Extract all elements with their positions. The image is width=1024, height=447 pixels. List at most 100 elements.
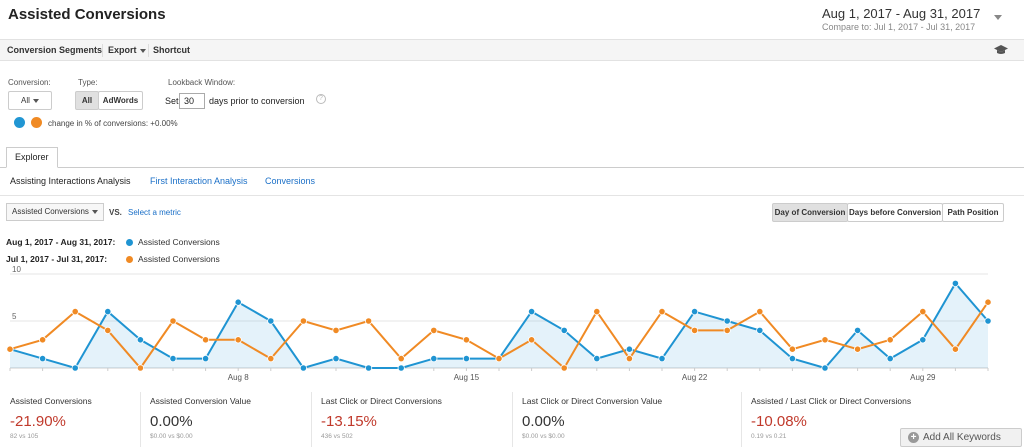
data-point-1 bbox=[462, 336, 470, 344]
date-range-picker[interactable]: Aug 1, 2017 - Aug 31, 2017 Compare to: J… bbox=[822, 6, 1002, 36]
legend-row-current: Aug 1, 2017 - Aug 31, 2017: Assisted Conv… bbox=[6, 237, 220, 247]
type-label: Type: bbox=[78, 78, 98, 87]
data-point-0 bbox=[332, 355, 340, 363]
days-before-conversion-button[interactable]: Days before Conversion bbox=[847, 203, 943, 222]
y-tick-label: 5 bbox=[12, 312, 17, 321]
data-point-0 bbox=[527, 307, 536, 316]
data-point-1 bbox=[723, 326, 731, 335]
data-point-0 bbox=[690, 307, 699, 316]
data-point-0 bbox=[234, 298, 242, 306]
data-point-1 bbox=[397, 355, 405, 363]
data-point-0 bbox=[38, 355, 47, 363]
data-point-1 bbox=[169, 317, 177, 325]
data-point-1 bbox=[202, 336, 210, 344]
data-point-0 bbox=[104, 307, 112, 316]
data-point-0 bbox=[71, 364, 79, 372]
pie-chart-icon[interactable] bbox=[14, 117, 25, 128]
pie-chart-icon-compare[interactable] bbox=[31, 117, 42, 128]
data-point-0 bbox=[560, 326, 568, 335]
export-button[interactable]: Export bbox=[108, 45, 146, 55]
compare-range: Compare to: Jul 1, 2017 - Jul 31, 2017 bbox=[822, 22, 976, 32]
data-point-1 bbox=[919, 307, 927, 316]
type-all-button[interactable]: All bbox=[75, 91, 99, 110]
metric-assisted-ratio: Assisted / Last Click or Direct Conversi… bbox=[751, 396, 912, 440]
data-point-0 bbox=[723, 317, 731, 325]
chevron-down-icon bbox=[139, 48, 146, 53]
chevron-down-icon bbox=[994, 15, 1002, 20]
path-position-button[interactable]: Path Position bbox=[942, 203, 1004, 222]
data-point-1 bbox=[430, 326, 438, 335]
x-tick-label: Aug 22 bbox=[682, 373, 708, 382]
page-title: Assisted Conversions bbox=[8, 6, 166, 23]
data-point-1 bbox=[364, 317, 373, 325]
x-tick-label: Aug 8 bbox=[228, 373, 249, 382]
data-point-1 bbox=[560, 364, 568, 372]
subtab-conversions[interactable]: Conversions bbox=[265, 176, 316, 186]
data-point-0 bbox=[299, 364, 307, 372]
data-point-0 bbox=[462, 355, 470, 363]
shortcut-button[interactable]: Shortcut bbox=[153, 45, 190, 55]
graduation-cap-icon[interactable] bbox=[994, 44, 1008, 56]
data-point-0 bbox=[984, 317, 992, 325]
set-label: Set bbox=[165, 96, 179, 106]
data-point-1 bbox=[984, 298, 992, 306]
help-icon[interactable]: ? bbox=[316, 94, 326, 104]
data-point-0 bbox=[756, 326, 764, 335]
day-of-conversion-button[interactable]: Day of Conversion bbox=[772, 203, 848, 222]
select-metric-link[interactable]: Select a metric bbox=[128, 208, 181, 217]
x-tick-label: Aug 29 bbox=[910, 373, 936, 382]
metric-last-click-conversion-value: Last Click or Direct Conversion Value 0.0… bbox=[522, 396, 663, 440]
y-tick-label: 10 bbox=[12, 266, 21, 274]
data-point-0 bbox=[430, 355, 438, 363]
data-point-0 bbox=[593, 355, 601, 363]
vs-label: VS. bbox=[109, 208, 122, 217]
type-adwords-button[interactable]: AdWords bbox=[98, 91, 143, 110]
legend-dot bbox=[126, 239, 133, 247]
change-text: change in % of conversions: +0.00% bbox=[48, 119, 178, 128]
metric-assisted-conversions: Assisted Conversions -21.90% 82 vs 105 bbox=[10, 396, 92, 440]
plus-icon: + bbox=[908, 432, 919, 443]
metric-last-click-conversions: Last Click or Direct Conversions -13.15% 4… bbox=[321, 396, 442, 440]
subtab-first-interaction[interactable]: First Interaction Analysis bbox=[150, 176, 248, 186]
conversion-select[interactable]: All bbox=[8, 91, 52, 110]
report-toolbar: Conversion Segments Export Shortcut bbox=[0, 39, 1024, 61]
data-point-1 bbox=[234, 336, 242, 344]
data-point-0 bbox=[169, 355, 177, 363]
data-point-0 bbox=[951, 279, 960, 287]
data-point-1 bbox=[821, 336, 829, 344]
legend-dot bbox=[126, 256, 133, 264]
data-point-1 bbox=[38, 336, 47, 344]
data-point-1 bbox=[299, 317, 307, 325]
lookback-days-input[interactable]: 30 bbox=[179, 93, 205, 109]
data-point-0 bbox=[886, 355, 894, 363]
data-point-1 bbox=[593, 307, 601, 316]
line-chart: 5 10 Aug 8 Aug 15 Aug 22 Aug 29 bbox=[6, 266, 992, 382]
legend-row-compare: Jul 1, 2017 - Jul 31, 2017: Assisted Conv… bbox=[6, 254, 220, 264]
data-point-1 bbox=[658, 307, 666, 316]
data-point-1 bbox=[136, 364, 144, 372]
data-point-1 bbox=[951, 345, 960, 353]
metric-assisted-conversion-value: Assisted Conversion Value 0.00% $0.00 vs $… bbox=[150, 396, 251, 440]
subtab-assisting-interactions[interactable]: Assisting Interactions Analysis bbox=[10, 176, 131, 186]
lookback-label: Lookback Window: bbox=[168, 78, 236, 87]
chevron-down-icon bbox=[32, 98, 39, 103]
series-area bbox=[10, 283, 988, 368]
data-point-1 bbox=[6, 345, 14, 353]
conversion-segments-button[interactable]: Conversion Segments bbox=[7, 45, 103, 55]
add-all-keywords-button[interactable]: + Add All Keywords bbox=[900, 428, 1022, 447]
tab-explorer[interactable]: Explorer bbox=[6, 147, 58, 168]
data-point-1 bbox=[788, 345, 797, 353]
data-point-0 bbox=[788, 355, 797, 363]
data-point-1 bbox=[71, 307, 79, 316]
data-point-1 bbox=[690, 326, 699, 335]
data-point-1 bbox=[495, 355, 503, 363]
data-point-1 bbox=[267, 355, 275, 363]
data-point-0 bbox=[919, 336, 927, 344]
data-point-0 bbox=[625, 345, 634, 353]
data-point-1 bbox=[853, 345, 862, 353]
data-point-0 bbox=[821, 364, 829, 372]
metric-select[interactable]: Assisted Conversions bbox=[6, 203, 104, 221]
data-point-1 bbox=[886, 336, 894, 344]
conversion-label: Conversion: bbox=[8, 78, 51, 87]
data-point-1 bbox=[104, 326, 112, 335]
